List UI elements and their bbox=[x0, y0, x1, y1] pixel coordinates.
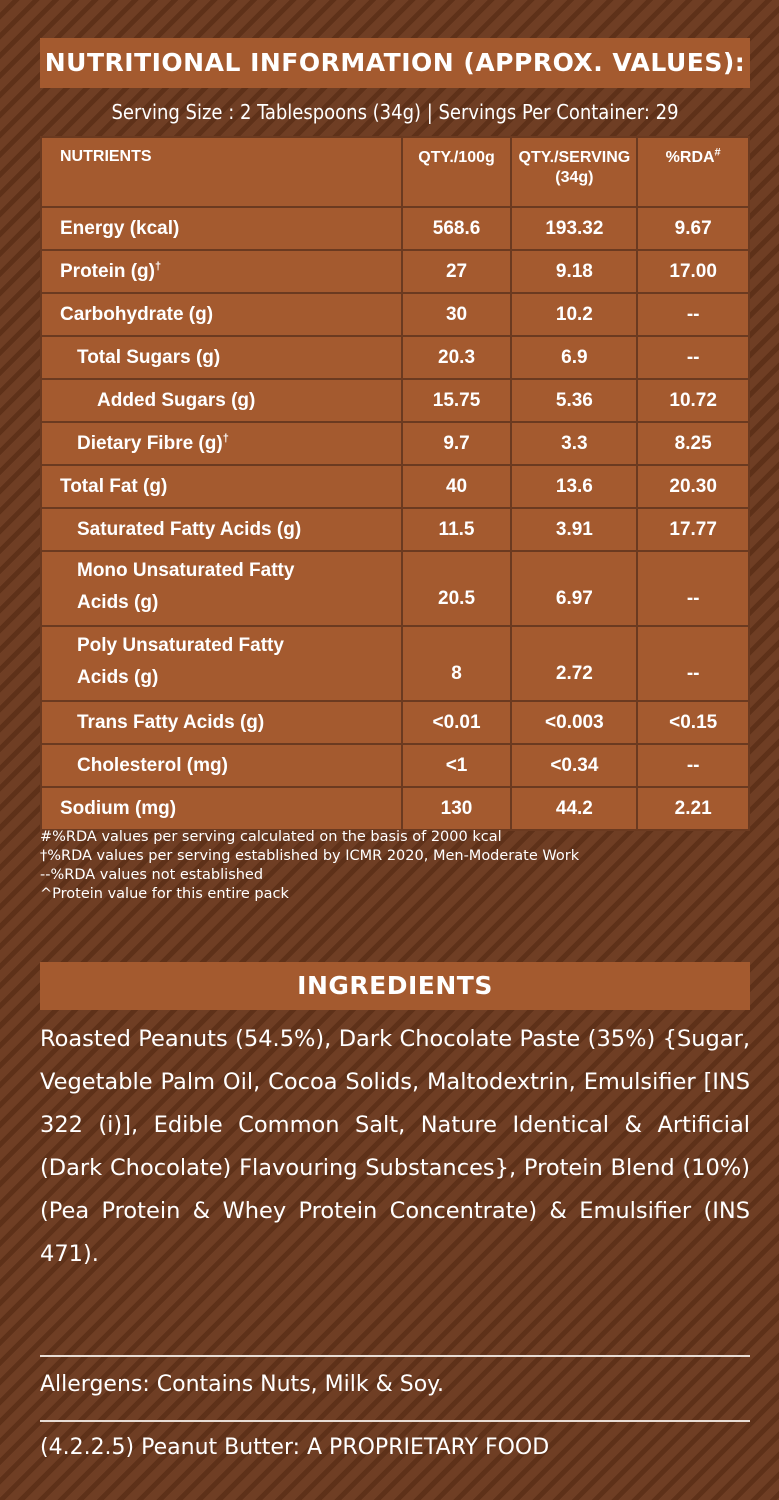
allergens-text: Allergens: Contains Nuts, Milk & Soy. bbox=[40, 1372, 445, 1397]
value-per-100g: 27 bbox=[400, 249, 513, 294]
table-row: Poly Unsaturated Fatty Acids (g) 8 2.72 -… bbox=[40, 625, 750, 702]
value-per-serving: 9.18 bbox=[510, 249, 639, 294]
value-per-100g: <0.01 bbox=[400, 700, 513, 745]
value-per-100g: <1 bbox=[400, 743, 513, 788]
value-per-100g: 9.7 bbox=[400, 421, 513, 466]
table-header-row: NUTRIENTS QTY./100g QTY./SERVING (34g) %R… bbox=[40, 136, 750, 208]
ingredients-text: Roasted Peanuts (54.5%), Dark Chocolate … bbox=[40, 1026, 750, 1267]
divider bbox=[40, 1420, 750, 1422]
header-rda-mark: # bbox=[714, 146, 721, 159]
value-per-serving: 6.97 bbox=[510, 550, 639, 627]
dagger-mark: † bbox=[222, 432, 229, 445]
nutrient-name: Cholesterol (mg) bbox=[40, 743, 403, 788]
value-rda: 10.72 bbox=[636, 378, 750, 423]
table-row: Added Sugars (g) 15.75 5.36 10.72 bbox=[40, 378, 750, 423]
nutrient-name: Saturated Fatty Acids (g) bbox=[40, 507, 403, 552]
header-rda: %RDA# bbox=[636, 136, 750, 208]
value-per-100g: 568.6 bbox=[400, 206, 513, 251]
footnote: ^Protein value for this entire pack bbox=[40, 886, 289, 902]
nutrition-table: NUTRIENTS QTY./100g QTY./SERVING (34g) %R… bbox=[40, 136, 750, 831]
nutrient-name: Total Sugars (g) bbox=[40, 335, 403, 380]
value-rda: 9.67 bbox=[636, 206, 750, 251]
nutrient-name: Added Sugars (g) bbox=[40, 378, 403, 423]
table-row: Cholesterol (mg) <1 <0.34 -- bbox=[40, 743, 750, 788]
table-row: Total Fat (g) 40 13.6 20.30 bbox=[40, 464, 750, 509]
value-per-serving: 193.32 bbox=[510, 206, 639, 251]
dagger-mark: † bbox=[155, 260, 162, 273]
nutrient-name-line1: Mono Unsaturated Fatty bbox=[77, 560, 295, 581]
value-per-serving: 2.72 bbox=[510, 625, 639, 702]
table-row: Energy (kcal) 568.6 193.32 9.67 bbox=[40, 206, 750, 251]
nutrient-name: Trans Fatty Acids (g) bbox=[40, 700, 403, 745]
nutrition-title: NUTRITIONAL INFORMATION (APPROX. VALUES)… bbox=[40, 38, 750, 88]
nutrient-name-line2: Acids (g) bbox=[77, 592, 159, 613]
footnote: †%RDA values per serving established by … bbox=[40, 848, 580, 864]
divider bbox=[40, 1355, 750, 1357]
nutrient-name: Total Fat (g) bbox=[40, 464, 403, 509]
value-per-100g: 130 bbox=[400, 786, 513, 831]
nutrient-name: Energy (kcal) bbox=[40, 206, 403, 251]
nutrient-name-cell: Mono Unsaturated Fatty Acids (g) bbox=[40, 550, 403, 627]
value-per-100g: 15.75 bbox=[400, 378, 513, 423]
nutrient-name: Sodium (mg) bbox=[40, 786, 403, 831]
value-per-serving: 13.6 bbox=[510, 464, 639, 509]
table-row: Saturated Fatty Acids (g) 11.5 3.91 17.7… bbox=[40, 507, 750, 552]
value-per-100g: 40 bbox=[400, 464, 513, 509]
value-per-serving: <0.003 bbox=[510, 700, 639, 745]
footnote: #%RDA values per serving calculated on t… bbox=[40, 829, 502, 845]
header-rda-label: %RDA bbox=[665, 149, 715, 166]
table-row: Trans Fatty Acids (g) <0.01 <0.003 <0.15 bbox=[40, 700, 750, 745]
nutrient-name-line1: Poly Unsaturated Fatty bbox=[77, 635, 284, 656]
value-per-serving: 5.36 bbox=[510, 378, 639, 423]
serving-size-line: Serving Size : 2 Tablespoons (34g) | Ser… bbox=[111, 100, 679, 124]
food-category: (4.2.2.5) Peanut Butter: A PROPRIETARY F… bbox=[40, 1435, 550, 1460]
value-rda: 20.30 bbox=[636, 464, 750, 509]
value-per-100g: 11.5 bbox=[400, 507, 513, 552]
header-nutrients: NUTRIENTS bbox=[40, 136, 403, 208]
table-row: Dietary Fibre (g)† 9.7 3.3 8.25 bbox=[40, 421, 750, 466]
nutrient-name-cell: Dietary Fibre (g)† bbox=[40, 421, 403, 466]
table-row: Protein (g)† 27 9.18 17.00 bbox=[40, 249, 750, 294]
value-rda: -- bbox=[636, 292, 750, 337]
value-rda: -- bbox=[636, 550, 750, 627]
value-rda: -- bbox=[636, 335, 750, 380]
table-row: Total Sugars (g) 20.3 6.9 -- bbox=[40, 335, 750, 380]
value-per-serving: 3.3 bbox=[510, 421, 639, 466]
header-qty-100g: QTY./100g bbox=[400, 136, 513, 208]
nutrient-name: Protein (g) bbox=[60, 260, 155, 282]
header-qty-serving: QTY./SERVING (34g) bbox=[510, 136, 639, 208]
footnote: --%RDA values not established bbox=[40, 867, 264, 883]
nutrient-name-cell: Protein (g)† bbox=[40, 249, 403, 294]
value-per-100g: 20.5 bbox=[400, 550, 513, 627]
value-rda: <0.15 bbox=[636, 700, 750, 745]
footnotes: #%RDA values per serving calculated on t… bbox=[40, 828, 760, 904]
value-per-100g: 20.3 bbox=[400, 335, 513, 380]
ingredients-title: INGREDIENTS bbox=[40, 962, 750, 1010]
value-per-serving: <0.34 bbox=[510, 743, 639, 788]
value-rda: -- bbox=[636, 625, 750, 702]
value-per-serving: 10.2 bbox=[510, 292, 639, 337]
value-rda: -- bbox=[636, 743, 750, 788]
nutrient-name: Dietary Fibre (g) bbox=[77, 432, 223, 454]
value-rda: 2.21 bbox=[636, 786, 750, 831]
header-qty-serving-label: QTY./SERVING bbox=[518, 149, 631, 166]
value-per-serving: 44.2 bbox=[510, 786, 639, 831]
value-per-100g: 30 bbox=[400, 292, 513, 337]
header-qty-serving-sub: (34g) bbox=[555, 169, 594, 186]
nutrient-name-line2: Acids (g) bbox=[77, 667, 159, 688]
value-rda: 17.77 bbox=[636, 507, 750, 552]
value-rda: 8.25 bbox=[636, 421, 750, 466]
table-row: Sodium (mg) 130 44.2 2.21 bbox=[40, 786, 750, 831]
value-per-100g: 8 bbox=[400, 625, 513, 702]
nutrient-name: Carbohydrate (g) bbox=[40, 292, 403, 337]
table-row: Carbohydrate (g) 30 10.2 -- bbox=[40, 292, 750, 337]
value-per-serving: 6.9 bbox=[510, 335, 639, 380]
table-row: Mono Unsaturated Fatty Acids (g) 20.5 6.9… bbox=[40, 550, 750, 627]
value-rda: 17.00 bbox=[636, 249, 750, 294]
nutrient-name-cell: Poly Unsaturated Fatty Acids (g) bbox=[40, 625, 403, 702]
value-per-serving: 3.91 bbox=[510, 507, 639, 552]
